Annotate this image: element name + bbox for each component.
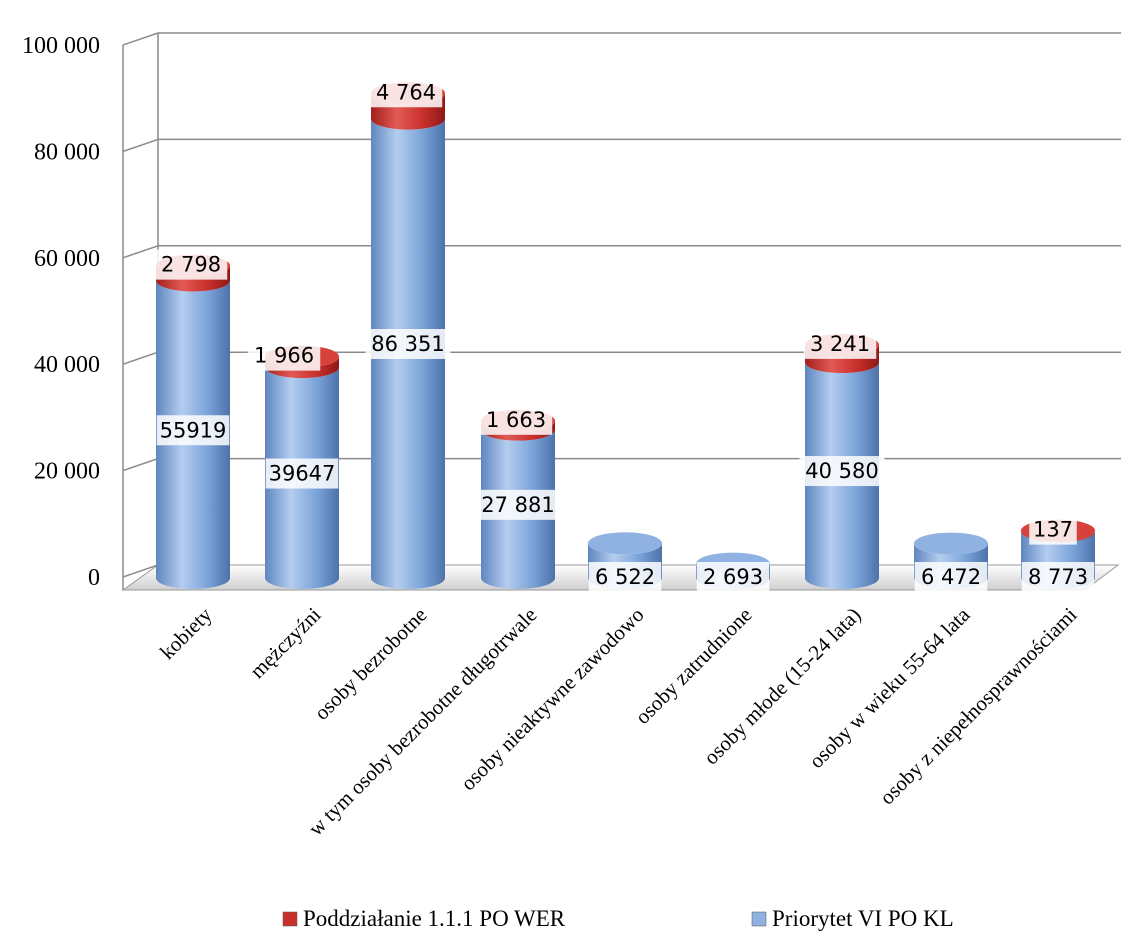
gridline-diagonal [122, 138, 159, 153]
data-label-priorytet: 55919 [156, 415, 230, 446]
y-tick-label: 60 000 [34, 246, 100, 272]
data-label-priorytet: 2 693 [696, 562, 770, 592]
data-label-poddzialanie-text: 3 241 [810, 332, 870, 356]
data-label-poddzialanie: 1 966 [247, 340, 321, 371]
data-label-poddzialanie-text: 1 663 [486, 408, 546, 432]
data-label-priorytet: 8 773 [1021, 562, 1095, 592]
bar-poddzialanie [265, 356, 339, 379]
y-tick-label: 0 [88, 565, 100, 591]
gridline-diagonal [122, 564, 159, 578]
legend-label: Priorytet VI PO KL [772, 906, 954, 931]
gridline-diagonal [122, 245, 159, 259]
data-label-priorytet: 27 881 [475, 489, 561, 520]
data-label-priorytet-bg [799, 456, 885, 487]
x-tick-label: mężczyźni [245, 602, 326, 683]
data-label-poddzialanie-text: 1 966 [254, 344, 314, 368]
data-label-priorytet-text: 6 522 [595, 565, 655, 589]
y-tick-label: 40 000 [34, 352, 100, 378]
x-tick-label: kobiety [155, 602, 217, 664]
data-label-poddzialanie-bg [479, 404, 553, 435]
data-label-poddzialanie-bg [1029, 514, 1077, 545]
data-label-poddzialanie-bg [369, 77, 443, 108]
data-label-poddzialanie-text: 4 764 [376, 80, 436, 104]
legend: Poddziałanie 1.1.1 PO WER Priorytet VI PO… [282, 906, 954, 931]
data-label-priorytet-text: 39647 [269, 462, 336, 486]
data-label-priorytet-bg [588, 562, 662, 592]
bar-top-priorytet [588, 532, 662, 555]
data-label-poddzialanie-bg [247, 340, 321, 371]
bar-poddzialanie [371, 93, 445, 130]
data-label-priorytet-text: 86 351 [371, 332, 444, 356]
y-axis: 0 20 000 40 000 60 000 80 000 100 000 [22, 33, 100, 591]
data-label-priorytet-text: 8 773 [1028, 565, 1088, 589]
data-label-priorytet-bg [696, 562, 770, 592]
y-tick-label: 80 000 [34, 139, 100, 165]
data-label-priorytet: 40 580 [799, 456, 885, 487]
y-tick-label: 20 000 [34, 459, 100, 485]
legend-swatch [751, 911, 767, 927]
legend-label: Poddziałanie 1.1.1 PO WER [303, 906, 566, 931]
data-label-priorytet-text: 27 881 [481, 493, 554, 517]
bar-poddzialanie [481, 420, 555, 441]
bar-poddzialanie [805, 344, 879, 374]
data-label-priorytet-bg [265, 458, 339, 489]
data-label-poddzialanie: 137 [1029, 514, 1077, 545]
data-label-priorytet-bg [1021, 562, 1095, 592]
data-label-priorytet-text: 55919 [160, 418, 227, 442]
data-label-priorytet-text: 6 472 [921, 565, 981, 589]
data-label-priorytet-bg [156, 415, 230, 446]
gridline-diagonal [122, 32, 159, 46]
bar-top-priorytet [914, 532, 988, 555]
data-label-poddzialanie-text: 137 [1033, 518, 1073, 542]
data-label-poddzialanie: 3 241 [803, 328, 877, 359]
gridline-diagonal [122, 457, 159, 472]
data-label-priorytet-text: 40 580 [805, 459, 878, 483]
data-label-poddzialanie: 1 663 [479, 404, 553, 435]
x-tick-label: w tym osoby bezrobotne długotrwale [304, 603, 542, 841]
bars [156, 82, 1095, 590]
data-label-poddzialanie-bg [154, 249, 228, 280]
y-tick-label: 100 000 [22, 33, 100, 59]
legend-swatch [282, 911, 298, 927]
gridline-diagonal [122, 351, 159, 365]
data-label-poddzialanie-bg [803, 328, 877, 359]
data-label-priorytet: 39647 [265, 458, 339, 489]
data-label-priorytet-text: 2 693 [703, 565, 763, 589]
data-label-priorytet: 6 472 [914, 562, 988, 592]
x-tick-label: osoby nieaktywne zawodowo [456, 603, 649, 796]
x-tick-label: osoby z niepełnosprawnościami [875, 602, 1082, 809]
data-labels: 55919 2 798 39647 1 966 86 351 4 764 27 881 1 6… [154, 77, 1095, 592]
data-label-priorytet: 6 522 [588, 562, 662, 592]
data-label-poddzialanie-text: 2 798 [161, 253, 221, 277]
data-label-priorytet-bg [914, 562, 988, 592]
data-label-priorytet-bg [365, 329, 451, 359]
data-label-poddzialanie: 2 798 [154, 249, 228, 280]
data-label-poddzialanie: 4 764 [369, 77, 443, 108]
x-tick-label: osoby bezrobotne [309, 603, 431, 725]
data-label-priorytet: 86 351 [365, 329, 451, 359]
x-tick-label: osoby zatrudnione [630, 603, 756, 729]
data-label-priorytet-bg [475, 489, 561, 520]
